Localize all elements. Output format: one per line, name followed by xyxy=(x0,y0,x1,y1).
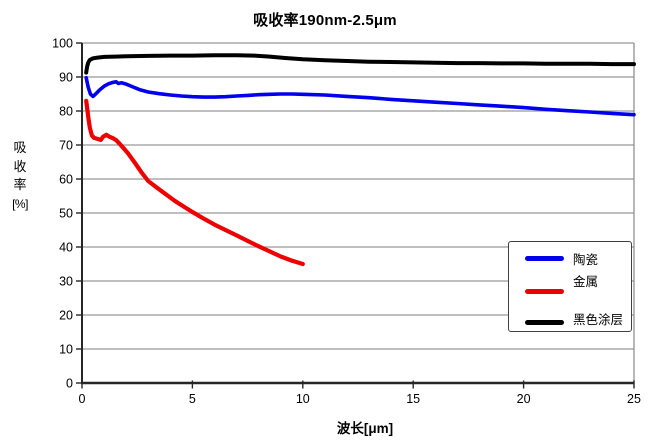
x-tick-label-20: 20 xyxy=(517,392,531,406)
y-axis-label-line: 收 xyxy=(13,158,27,174)
y-axis-label: 吸 收 率 [%] xyxy=(6,139,34,213)
y-tick-label-50: 50 xyxy=(59,207,73,221)
legend: 陶瓷 金属 黑色涂层 xyxy=(508,241,632,332)
y-tick-label-20: 20 xyxy=(59,309,73,323)
y-axis-label-line: 率 xyxy=(13,177,27,192)
legend-swatch-metal xyxy=(525,289,564,294)
series-line-0 xyxy=(84,75,636,117)
x-axis-label: 波长[μm] xyxy=(336,421,394,436)
series-line-2 xyxy=(84,53,636,75)
legend-swatch-ceramic xyxy=(525,256,564,261)
y-tick-label-10: 10 xyxy=(59,343,73,357)
y-tick-label-80: 80 xyxy=(59,105,73,119)
x-tick-label-25: 25 xyxy=(627,392,641,406)
y-tick-label-60: 60 xyxy=(59,173,73,187)
y-tick-label-100: 100 xyxy=(52,37,73,51)
y-tick-label-90: 90 xyxy=(59,71,73,85)
legend-label-metal: 金属 xyxy=(573,275,599,289)
y-tick-label-40: 40 xyxy=(59,241,73,255)
y-axis-label-unit: [%] xyxy=(12,196,28,211)
x-tick-label-0: 0 xyxy=(79,392,86,406)
y-tick-label-0: 0 xyxy=(66,377,73,391)
y-tick-label-70: 70 xyxy=(59,139,73,153)
series-line-1 xyxy=(84,98,305,267)
y-axis-label-line: 吸 xyxy=(13,140,27,155)
chart-title: 吸收率190nm-2.5μm xyxy=(253,12,397,29)
legend-label-ceramic: 陶瓷 xyxy=(573,253,599,267)
legend-swatch-black-coating xyxy=(525,320,564,325)
y-tick-label-30: 30 xyxy=(59,275,73,289)
x-tick-label-5: 5 xyxy=(189,392,196,406)
x-tick-label-15: 15 xyxy=(406,392,420,406)
x-tick-label-10: 10 xyxy=(296,392,310,406)
legend-label-black-coating: 黑色涂层 xyxy=(573,313,624,327)
